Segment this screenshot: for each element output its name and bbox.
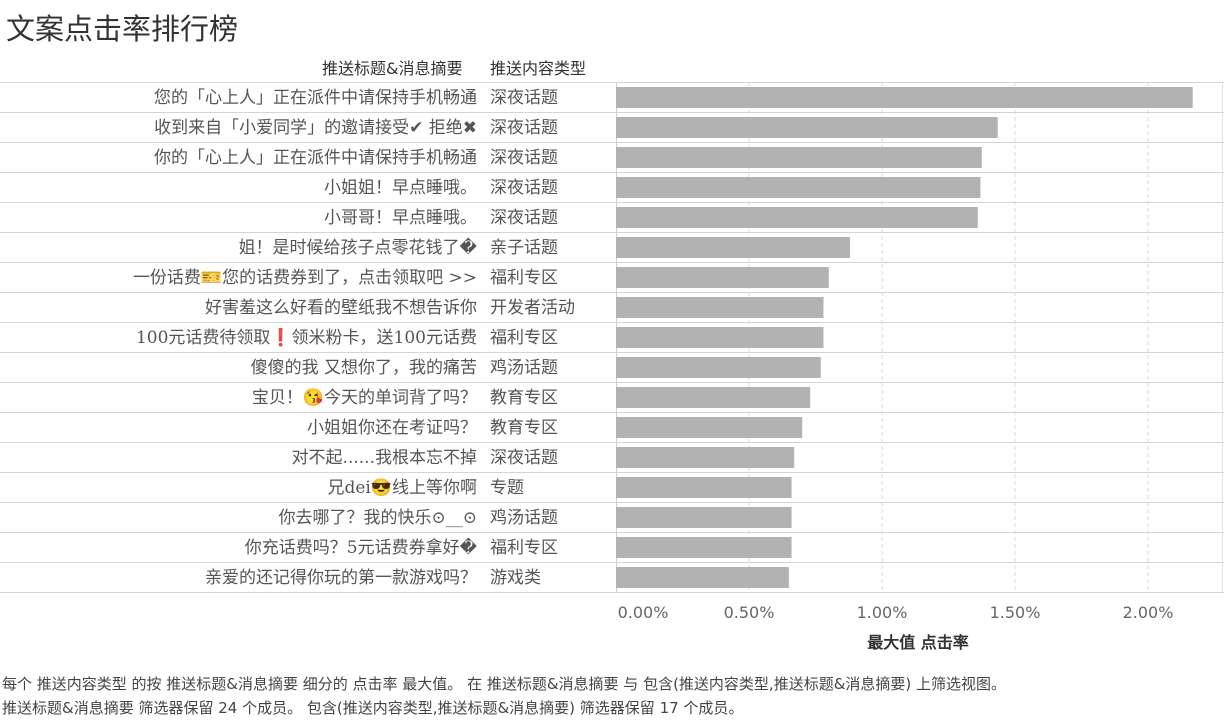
bar[interactable]	[616, 177, 981, 198]
row-title-label: 傻傻的我 又想你了，我的痛苦	[251, 358, 477, 378]
row-type-label: 福利专区	[490, 328, 558, 348]
bar[interactable]	[616, 87, 1193, 108]
bar[interactable]	[616, 237, 851, 258]
bar[interactable]	[616, 297, 824, 318]
row-type-label: 教育专区	[490, 418, 558, 438]
row-title-label: 您的「心上人」正在派件中请保持手机畅通	[154, 88, 477, 108]
row-type-label: 深夜话题	[490, 178, 558, 198]
bar[interactable]	[616, 267, 829, 288]
bar[interactable]	[616, 387, 811, 408]
row-type-label: 鸡汤话题	[490, 508, 558, 528]
row-type-label: 深夜话题	[490, 448, 558, 468]
row-title-label: 小姐姐！早点睡哦。	[324, 178, 477, 198]
chart-caption: 每个 推送内容类型 的按 推送标题&消息摘要 细分的 点击率 最大值。 在 推送…	[2, 672, 1006, 720]
x-tick-label: 1.00%	[857, 603, 908, 622]
bar[interactable]	[616, 417, 803, 438]
row-title-label: 宝贝！😘今天的单词背了吗？	[252, 388, 477, 408]
bar[interactable]	[616, 117, 998, 138]
bar[interactable]	[616, 357, 821, 378]
bar[interactable]	[616, 537, 792, 558]
row-type-label: 鸡汤话题	[490, 358, 558, 378]
bar[interactable]	[616, 567, 789, 588]
row-type-label: 亲子话题	[490, 238, 558, 258]
row-type-label: 福利专区	[490, 268, 558, 288]
row-title-label: 收到来自「小爱同学」的邀请接受✔ 拒绝✖	[154, 118, 477, 138]
bar[interactable]	[616, 447, 795, 468]
row-title-label: 你的「心上人」正在派件中请保持手机畅通	[154, 148, 477, 168]
bar-chart: 您的「心上人」正在派件中请保持手机畅通 深夜话题收到来自「小爱同学」的邀请接受✔ …	[0, 82, 1224, 652]
row-title-label: 好害羞这么好看的壁纸我不想告诉你	[205, 298, 477, 318]
row-title-label: 你去哪了？我的快乐⊙__⊙	[279, 508, 478, 528]
row-type-label: 深夜话题	[490, 88, 558, 108]
bar[interactable]	[616, 477, 792, 498]
row-type-label: 福利专区	[490, 538, 558, 558]
x-tick-label: 0.00%	[618, 603, 669, 622]
row-type-label: 游戏类	[490, 568, 541, 588]
row-type-label: 专题	[490, 478, 524, 498]
row-type-label: 深夜话题	[490, 118, 558, 138]
bar[interactable]	[616, 207, 978, 228]
x-tick-label: 1.50%	[990, 603, 1041, 622]
caption-line-1: 每个 推送内容类型 的按 推送标题&消息摘要 细分的 点击率 最大值。 在 推送…	[2, 675, 1007, 693]
chart-title: 文案点击率排行榜	[6, 12, 239, 46]
row-title-label: 兄dei😎线上等你啊	[327, 478, 477, 498]
caption-line-2: 推送标题&消息摘要 筛选器保留 24 个成员。 包含(推送内容类型,推送标题&消…	[2, 699, 744, 717]
row-title-label: 小姐姐你还在考证吗？	[307, 418, 477, 438]
column-header-title[interactable]: 推送标题&消息摘要	[322, 59, 463, 78]
row-title-label: 你充话费吗？5元话费券拿好�	[245, 537, 478, 558]
row-title-label: 姐！是时候给孩子点零花钱了�	[239, 237, 478, 258]
bar[interactable]	[616, 147, 982, 168]
row-type-label: 深夜话题	[490, 208, 558, 228]
row-title-label: 小哥哥！早点睡哦。	[324, 208, 477, 228]
row-title-label: 亲爱的还记得你玩的第一款游戏吗？	[205, 568, 477, 588]
bar[interactable]	[616, 327, 824, 348]
bar[interactable]	[616, 507, 792, 528]
row-title-label: 一份话费🎫您的话费券到了，点击领取吧 >>	[133, 268, 477, 288]
row-title-label: 100元话费待领取❗领米粉卡，送100元话费	[136, 327, 477, 348]
x-tick-label: 0.50%	[724, 603, 775, 622]
x-tick-label: 2.00%	[1123, 603, 1174, 622]
x-axis-title: 最大值 点击率	[867, 633, 969, 652]
column-header-type[interactable]: 推送内容类型	[490, 59, 587, 78]
row-title-label: 对不起......我根本忘不掉	[292, 448, 477, 468]
row-type-label: 教育专区	[490, 388, 558, 408]
row-type-label: 深夜话题	[490, 148, 558, 168]
row-type-label: 开发者活动	[490, 298, 575, 318]
